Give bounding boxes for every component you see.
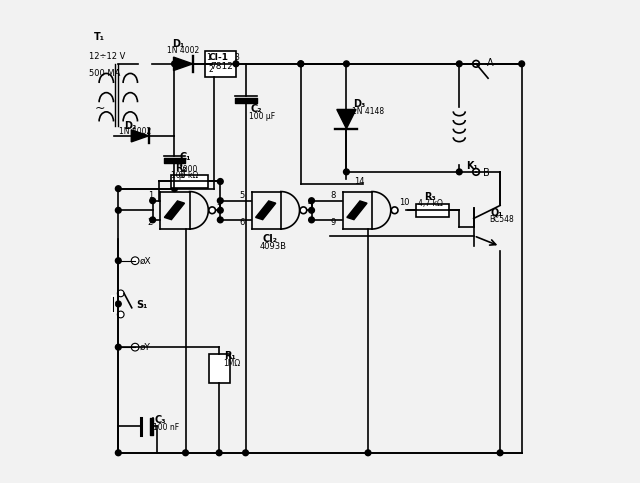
Text: øX: øX [140, 256, 152, 266]
Text: 100 nF: 100 nF [153, 423, 179, 432]
Text: 9: 9 [330, 218, 335, 227]
Circle shape [172, 186, 177, 192]
Circle shape [182, 450, 188, 455]
Text: 2: 2 [209, 66, 213, 74]
Circle shape [115, 258, 121, 264]
Circle shape [391, 207, 398, 213]
Circle shape [115, 207, 121, 213]
Text: ~: ~ [94, 102, 105, 115]
Text: 8: 8 [330, 191, 336, 200]
Circle shape [218, 207, 223, 213]
Text: 1N 4002: 1N 4002 [167, 46, 200, 55]
Circle shape [218, 179, 223, 185]
Circle shape [172, 61, 177, 67]
Text: S₁: S₁ [136, 300, 148, 310]
Text: 1N 4148: 1N 4148 [352, 107, 384, 116]
Polygon shape [173, 57, 193, 71]
Text: 3: 3 [216, 198, 222, 207]
Text: CI₂: CI₂ [262, 233, 277, 243]
Text: 4: 4 [308, 198, 313, 207]
Circle shape [150, 198, 156, 203]
Text: D₁: D₁ [172, 39, 184, 49]
Circle shape [473, 169, 479, 175]
Text: 10: 10 [399, 198, 410, 207]
Circle shape [344, 61, 349, 67]
Circle shape [456, 61, 462, 67]
Text: 4,7 kΩ: 4,7 kΩ [418, 199, 443, 209]
Circle shape [308, 217, 314, 223]
Text: 2: 2 [148, 218, 153, 227]
Text: 5: 5 [239, 191, 244, 200]
Text: 1N 4002: 1N 4002 [119, 128, 152, 136]
Text: A: A [486, 58, 493, 68]
Text: 4093B: 4093B [260, 242, 287, 251]
Circle shape [497, 450, 503, 455]
Circle shape [218, 198, 223, 203]
Circle shape [298, 61, 303, 67]
Polygon shape [131, 130, 148, 142]
FancyBboxPatch shape [417, 203, 449, 217]
Text: 1: 1 [206, 53, 211, 62]
Text: 14: 14 [354, 177, 364, 186]
Text: D₃: D₃ [354, 99, 366, 109]
Circle shape [519, 61, 525, 67]
Circle shape [131, 343, 139, 351]
Text: R₂: R₂ [175, 163, 187, 173]
FancyBboxPatch shape [209, 355, 230, 383]
FancyBboxPatch shape [205, 51, 236, 77]
Text: R₁: R₁ [224, 351, 236, 361]
Text: 1000: 1000 [179, 165, 198, 174]
Polygon shape [255, 201, 276, 220]
Text: 7812: 7812 [210, 62, 233, 71]
Polygon shape [164, 201, 184, 220]
Text: 12÷12 V: 12÷12 V [90, 52, 126, 61]
Text: CI-1: CI-1 [209, 53, 228, 62]
Circle shape [115, 450, 121, 455]
FancyBboxPatch shape [172, 175, 208, 188]
Text: 100 kΩ: 100 kΩ [170, 170, 198, 180]
Circle shape [298, 61, 303, 67]
Text: øY: øY [140, 343, 151, 352]
Text: 100 μF: 100 μF [249, 112, 275, 121]
Text: 500 MA: 500 MA [90, 69, 121, 78]
Circle shape [117, 290, 124, 297]
Polygon shape [337, 110, 356, 128]
Circle shape [233, 61, 239, 67]
Circle shape [300, 207, 307, 213]
Text: C₂: C₂ [250, 104, 262, 114]
Circle shape [344, 169, 349, 175]
Circle shape [473, 60, 479, 67]
Text: R₃: R₃ [424, 192, 436, 202]
Circle shape [216, 450, 222, 455]
Text: D₂: D₂ [124, 121, 136, 130]
Text: 6: 6 [239, 218, 244, 227]
Text: 1MΩ: 1MΩ [223, 359, 240, 369]
Text: K₁: K₁ [467, 161, 478, 171]
Circle shape [150, 217, 156, 223]
Text: C₁: C₁ [179, 152, 191, 162]
Text: 1: 1 [148, 191, 153, 200]
Text: 3: 3 [234, 53, 239, 62]
Circle shape [115, 301, 121, 307]
Text: Q₁: Q₁ [490, 207, 503, 217]
Text: BC548: BC548 [490, 215, 515, 224]
Circle shape [243, 450, 248, 455]
Circle shape [308, 198, 314, 203]
Text: T₁: T₁ [94, 32, 106, 42]
Circle shape [209, 207, 216, 213]
Circle shape [456, 169, 462, 175]
Circle shape [115, 344, 121, 350]
Text: C₃: C₃ [154, 414, 166, 425]
Circle shape [131, 257, 139, 265]
Circle shape [115, 186, 121, 192]
Circle shape [308, 207, 314, 213]
Text: B: B [483, 168, 490, 178]
Polygon shape [347, 201, 367, 220]
Text: μF: μF [179, 170, 188, 180]
Circle shape [218, 217, 223, 223]
Circle shape [365, 450, 371, 455]
Circle shape [117, 311, 124, 318]
